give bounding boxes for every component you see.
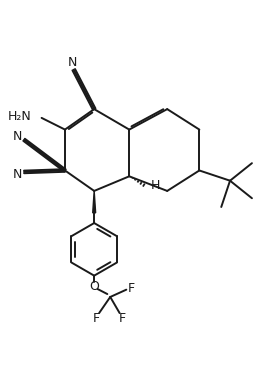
Text: F: F — [93, 312, 100, 325]
Text: O: O — [89, 280, 99, 293]
Text: H: H — [151, 179, 160, 192]
Text: N: N — [68, 56, 77, 69]
Text: N: N — [13, 130, 22, 143]
Text: N: N — [13, 168, 22, 181]
Text: F: F — [128, 282, 135, 295]
Polygon shape — [93, 191, 96, 213]
Text: F: F — [119, 312, 126, 325]
Text: H₂N: H₂N — [8, 110, 31, 123]
